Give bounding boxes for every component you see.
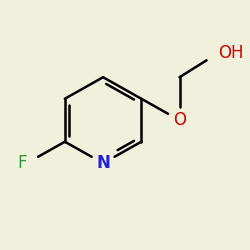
Text: O: O [173, 111, 186, 129]
Text: F: F [17, 154, 27, 172]
Text: N: N [96, 154, 110, 172]
Text: OH: OH [218, 44, 243, 62]
